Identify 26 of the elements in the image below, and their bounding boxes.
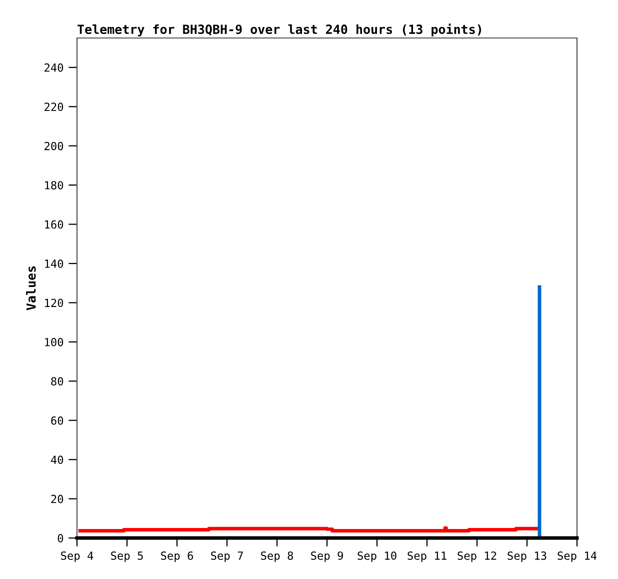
y-tick-label: 200: [44, 142, 64, 150]
y-tick-label: 120: [45, 298, 64, 308]
x-tick-label: Sep 12: [458, 551, 496, 562]
y-axis-title: Values: [26, 266, 36, 310]
y-tick-label: 80: [51, 377, 64, 386]
y-tick-label: 100: [45, 338, 64, 346]
y-tick-label: 180: [45, 181, 64, 190]
y-tick-label: 60: [51, 416, 64, 425]
x-tick-label: Sep 8: [261, 551, 294, 562]
y-tick-label: 20: [51, 494, 64, 504]
y-tick-label: 220: [44, 102, 64, 112]
x-tick-label: Sep 7: [211, 551, 243, 562]
x-tick-label: Sep 9: [311, 551, 343, 562]
y-tick-label: 160: [45, 220, 64, 229]
x-tick-label: Sep 11: [408, 551, 446, 562]
y-tick-label: 240: [44, 63, 64, 72]
x-tick-label: Sep 5: [111, 551, 143, 562]
y-tick-label: 140: [45, 259, 64, 268]
chart-title: Telemetry for BH3QBH-9 over last 240 hours (13 points): [78, 24, 482, 36]
y-tick-label: 40: [50, 456, 64, 464]
x-tick-label: Sep 6: [161, 551, 194, 562]
x-tick-label: Sep 4: [61, 551, 94, 562]
x-tick-label: Sep 14: [558, 551, 597, 562]
y-tick-label: 0: [58, 534, 64, 542]
x-tick-label: Sep 13: [508, 551, 546, 562]
x-tick-label: Sep 10: [358, 551, 396, 562]
